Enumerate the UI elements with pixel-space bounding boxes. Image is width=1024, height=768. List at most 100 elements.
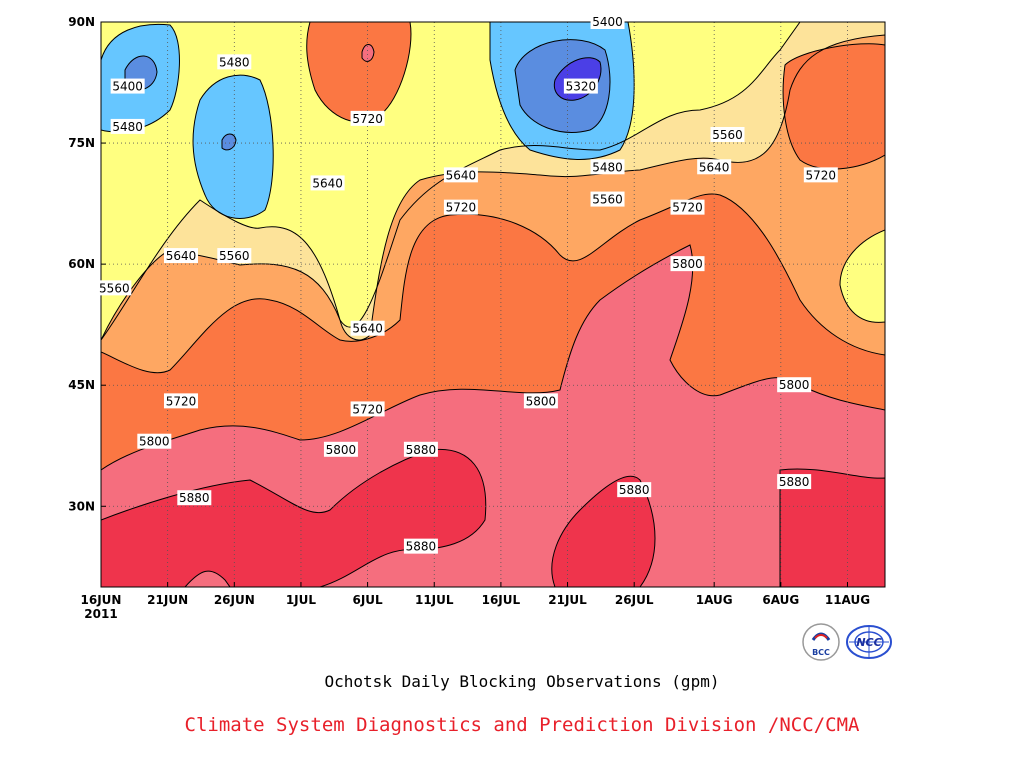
contour-label: 5880 xyxy=(777,474,812,490)
contour-label: 5640 xyxy=(350,320,385,336)
svg-text:NCC: NCC xyxy=(856,636,881,649)
contour-label: 5800 xyxy=(777,377,812,393)
x-tick-label: 1AUG xyxy=(696,593,733,607)
contour-labels: 5400 5480 5480 5640 5560 5560 5720 5640 5640 5720… xyxy=(97,14,838,554)
contour-label-text: 5880 xyxy=(779,475,810,489)
contour-label-text: 5640 xyxy=(166,249,197,263)
contour-lines xyxy=(101,22,885,587)
x-tick-label: 11AUG xyxy=(825,593,870,607)
contour-label: 5640 xyxy=(310,175,345,191)
contour-label: 5640 xyxy=(163,248,198,263)
contour-label: 5880 xyxy=(403,538,438,554)
contour-band xyxy=(362,44,374,62)
contour-label: 5640 xyxy=(697,159,732,175)
x-tick-label: 11JUL xyxy=(415,593,454,607)
contour-line xyxy=(221,133,237,151)
contour-label-text: 5800 xyxy=(672,257,703,271)
contour-label-text: 5720 xyxy=(672,201,703,215)
x-tick-label: 21JUL xyxy=(548,593,587,607)
contour-label: 5720 xyxy=(350,110,385,126)
contour-band xyxy=(780,468,885,587)
contour-label-text: 5880 xyxy=(179,491,210,505)
chart-title: Ochotsk Daily Blocking Observations (gpm… xyxy=(324,672,720,691)
contour-label-text: 5560 xyxy=(712,128,743,142)
x-tick-label: 1JUL xyxy=(286,593,317,607)
x-tick-label: 26JUL xyxy=(615,593,654,607)
x-tick-label: 21JUN xyxy=(147,593,188,607)
contour-line xyxy=(782,43,885,170)
ncc-logo: NCC xyxy=(845,624,893,660)
contour-label: 5560 xyxy=(97,280,132,296)
contour-line xyxy=(192,74,274,219)
x-tick-label: 16JUN xyxy=(81,593,122,607)
contour-label-text: 5560 xyxy=(592,193,623,207)
contour-label-text: 5720 xyxy=(166,394,197,408)
y-tick-label: 90N xyxy=(68,15,95,29)
contour-label: 5720 xyxy=(670,199,705,215)
contour-band xyxy=(222,134,236,150)
contour-line xyxy=(101,193,885,587)
contour-label-text: 5800 xyxy=(779,378,810,392)
plot-frame xyxy=(100,21,886,588)
contour-label: 5400 xyxy=(590,14,625,29)
credit-line: Climate System Diagnostics and Predictio… xyxy=(184,714,860,736)
contour-band xyxy=(840,230,885,323)
x-year-label: 2011 xyxy=(84,607,117,621)
y-tick-label: 60N xyxy=(68,257,95,271)
contour-label-text: 5400 xyxy=(112,80,143,94)
contour-band xyxy=(101,245,885,587)
contour-label: 5560 xyxy=(710,127,745,142)
contour-line xyxy=(361,44,375,62)
contour-label: 5480 xyxy=(110,118,145,134)
contour-label-text: 5720 xyxy=(806,168,837,182)
contour-label: 5800 xyxy=(323,441,358,457)
contour-label-text: 5640 xyxy=(699,160,730,174)
contour-label: 5720 xyxy=(350,401,385,417)
contour-label: 5480 xyxy=(217,54,252,70)
contour-band xyxy=(551,476,655,587)
contour-label-text: 5640 xyxy=(312,176,343,190)
contour-label-text: 5640 xyxy=(446,168,477,182)
y-tick-label: 75N xyxy=(68,136,95,150)
x-tick-label: 6AUG xyxy=(762,593,799,607)
contour-label-text: 5480 xyxy=(592,160,623,174)
contour-label: 5800 xyxy=(523,393,558,409)
contour-label: 5560 xyxy=(217,248,252,263)
contour-label-text: 5560 xyxy=(99,281,130,295)
contour-label-text: 5640 xyxy=(352,322,383,336)
contour-label-text: 5400 xyxy=(592,15,623,29)
contour-label-text: 5800 xyxy=(139,435,170,449)
contour-label: 5480 xyxy=(590,159,625,175)
contour-label-text: 5720 xyxy=(352,112,383,126)
contour-label: 5720 xyxy=(803,167,838,183)
contour-label: 5560 xyxy=(590,191,625,207)
contour-fill-layers xyxy=(101,22,885,587)
contour-band xyxy=(783,43,885,170)
y-tick-label: 45N xyxy=(68,378,95,392)
contour-label-text: 5800 xyxy=(326,443,357,457)
contour-label: 5880 xyxy=(177,490,212,506)
contour-label: 5720 xyxy=(163,393,198,409)
y-tick-label: 30N xyxy=(68,499,95,513)
contour-label: 5800 xyxy=(137,433,172,449)
contour-label-text: 5480 xyxy=(112,120,143,134)
contour-line xyxy=(514,39,611,133)
axes: 16JUN 21JUN 26JUN 1JUL 6JUL 11JUL 16JUL 21JUL 26… xyxy=(68,15,870,621)
contour-line xyxy=(551,475,656,587)
svg-text:BCC: BCC xyxy=(812,648,830,657)
contour-label: 5640 xyxy=(443,167,478,183)
contour-label: 5800 xyxy=(670,256,705,272)
contour-line xyxy=(839,229,885,323)
contour-label-text: 5720 xyxy=(446,201,477,215)
contour-label: 5880 xyxy=(403,441,438,457)
bcc-logo: BCC xyxy=(801,622,841,662)
contour-label: 5400 xyxy=(110,78,145,94)
contour-label: 5720 xyxy=(443,199,478,215)
contour-label-text: 5320 xyxy=(566,80,597,94)
contour-label-text: 5480 xyxy=(219,55,250,69)
contour-label-text: 5720 xyxy=(352,402,383,416)
contour-label-text: 5800 xyxy=(526,394,557,408)
contour-label-text: 5560 xyxy=(219,249,250,263)
contour-line xyxy=(489,22,635,160)
